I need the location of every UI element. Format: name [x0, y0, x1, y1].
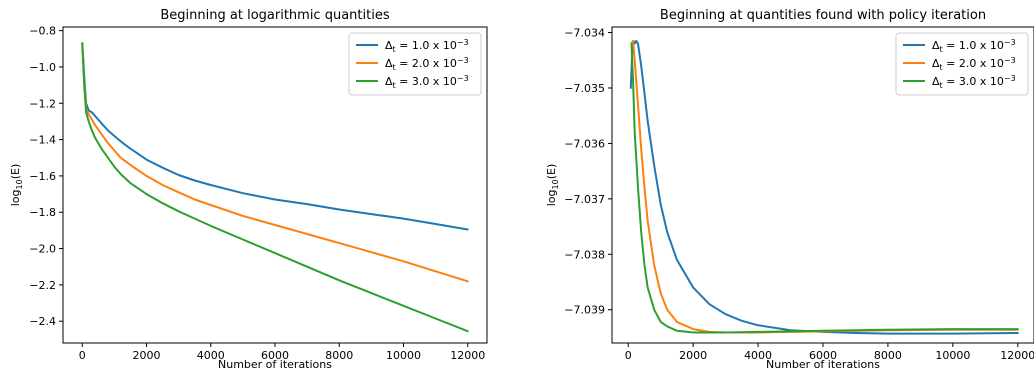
x-tick-label: 0 [625, 349, 632, 362]
series-line-3 [81, 42, 469, 333]
chart-title: Beginning at quantities found with polic… [660, 8, 986, 23]
legend-box [895, 32, 1029, 96]
series-line-2 [81, 42, 469, 283]
x-tick-label: 12000 [1000, 349, 1034, 362]
series-line-1 [81, 42, 469, 231]
legend-box [348, 32, 482, 96]
x-tick-label: 4000 [744, 349, 772, 362]
legend-label: Δt = 2.0 x 10−3 [385, 56, 469, 72]
legend-label: Δt = 1.0 x 10−3 [385, 38, 469, 54]
x-tick-label: 8000 [325, 349, 353, 362]
y-tick-label: −7.034 [564, 27, 605, 40]
legend: Δt = 1.0 x 10−3 Δt = 2.0 x 10−3 Δt = 3.0 x… [895, 32, 1029, 96]
legend-label: Δt = 1.0 x 10−3 [932, 38, 1016, 54]
y-tick-label: −1.6 [29, 170, 56, 183]
x-tick-label: 0 [79, 349, 86, 362]
x-tick-label: 4000 [197, 349, 225, 362]
series-lines [81, 42, 469, 333]
y-tick-label: −7.036 [564, 137, 605, 150]
x-axis-label: Number of iterations [218, 358, 332, 371]
x-tick-label: 12000 [450, 349, 485, 362]
series-line-1 [629, 39, 1019, 335]
y-tick-label: −2.2 [29, 279, 56, 292]
y-tick-label: −1.2 [29, 97, 56, 110]
legend-label: Δt = 2.0 x 10−3 [932, 56, 1016, 72]
chart-title: Beginning at logarithmic quantities [160, 8, 389, 23]
legend-label: Δt = 3.0 x 10−3 [932, 74, 1016, 90]
x-tick-label: 6000 [809, 349, 837, 362]
axis-ticks: 0 2000 4000 6000 8000 10000 12000 −7.039 −7.038 −… [564, 27, 1034, 362]
axis-ticks: 0 2000 4000 6000 8000 10000 12000 −2.4 −2.2 −2.0 −… [29, 25, 485, 362]
y-tick-label: −7.038 [564, 248, 605, 261]
legend: Δt = 1.0 x 10−3 Δt = 2.0 x 10−3 Δt = 3.0 x… [348, 32, 482, 96]
y-tick-label: −1.8 [29, 206, 56, 219]
y-tick-label: −2.4 [29, 315, 56, 328]
x-tick-label: 10000 [935, 349, 970, 362]
y-tick-label: −7.039 [564, 304, 605, 317]
x-tick-label: 2000 [133, 349, 161, 362]
y-axis-label: log10(E) [545, 164, 560, 207]
y-tick-label: −1.0 [29, 61, 56, 74]
x-tick-label: 10000 [386, 349, 421, 362]
y-axis-label: log10(E) [9, 164, 24, 207]
x-tick-label: 8000 [874, 349, 902, 362]
legend-label: Δt = 3.0 x 10−3 [385, 74, 469, 90]
series-line-3 [630, 42, 1019, 334]
y-tick-label: −7.037 [564, 193, 605, 206]
series-lines [629, 39, 1019, 335]
y-tick-label: −0.8 [29, 25, 56, 38]
x-axis-label: Number of iterations [766, 358, 880, 371]
chart-policy-iteration: Beginning at quantities found with polic… [545, 8, 1034, 371]
y-tick-label: −1.4 [29, 134, 56, 147]
x-tick-label: 2000 [679, 349, 707, 362]
y-tick-label: −2.0 [29, 243, 56, 256]
x-tick-label: 6000 [261, 349, 289, 362]
y-tick-label: −7.035 [564, 82, 605, 95]
chart-logarithmic: Beginning at logarithmic quantities 0 200… [9, 8, 488, 371]
